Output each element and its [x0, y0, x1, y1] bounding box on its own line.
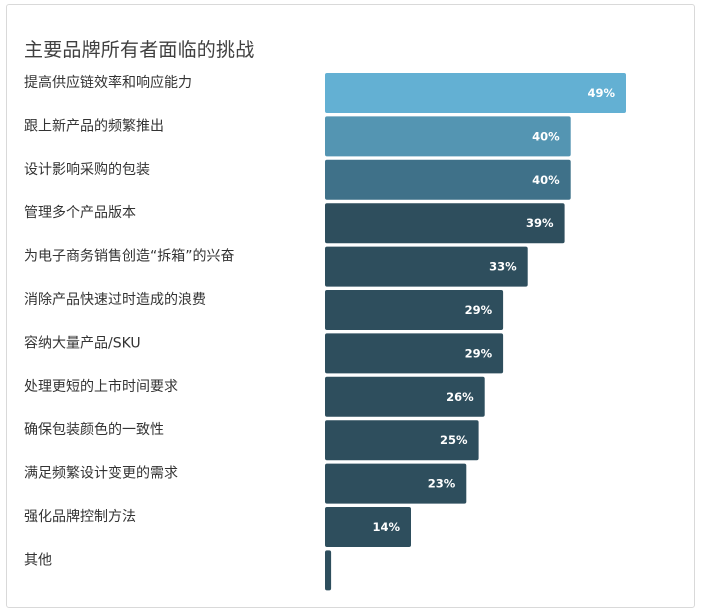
bar [325, 376, 485, 417]
category-label: 满足频繁设计变更的需求 [24, 466, 178, 482]
data-label: 40% [532, 173, 560, 187]
data-label: 40% [532, 129, 560, 143]
bar [325, 203, 565, 244]
category-label: 提高供应链效率和响应能力 [24, 74, 192, 91]
data-label: 49% [587, 86, 615, 100]
data-label: 29% [465, 303, 493, 317]
data-label: 1% [301, 563, 321, 577]
bar [325, 159, 571, 200]
category-label: 其他 [24, 552, 52, 568]
category-label: 容纳大量产品/SKU [24, 334, 141, 351]
category-label: 强化品牌控制方法 [24, 508, 136, 525]
bar [325, 116, 571, 157]
bar [325, 550, 332, 591]
bar [325, 463, 467, 504]
data-label: 39% [526, 216, 554, 230]
category-label: 管理多个产品版本 [24, 204, 136, 221]
data-label: 23% [428, 477, 456, 491]
bar [325, 73, 626, 113]
bar [325, 290, 504, 330]
chart-title: 主要品牌所有者面临的挑战 [24, 39, 255, 61]
category-label: 设计影响采购的包装 [24, 162, 150, 178]
category-label: 确保包装颜色的一致性 [24, 421, 164, 438]
category-label: 跟上新产品的频繁推出 [24, 118, 164, 134]
data-label: 33% [489, 260, 517, 274]
bar [325, 246, 528, 287]
data-label: 25% [440, 433, 468, 447]
data-label: 26% [446, 390, 474, 404]
bar [325, 420, 479, 461]
data-label: 29% [465, 346, 493, 360]
category-label: 消除产品快速过时造成的浪费 [24, 292, 206, 308]
category-label: 为电子商务销售创造“拆箱”的兴奋 [24, 249, 235, 265]
bar [325, 333, 504, 374]
category-label: 处理更短的上市时间要求 [24, 378, 178, 395]
bar [325, 507, 411, 547]
data-label: 14% [372, 520, 400, 534]
